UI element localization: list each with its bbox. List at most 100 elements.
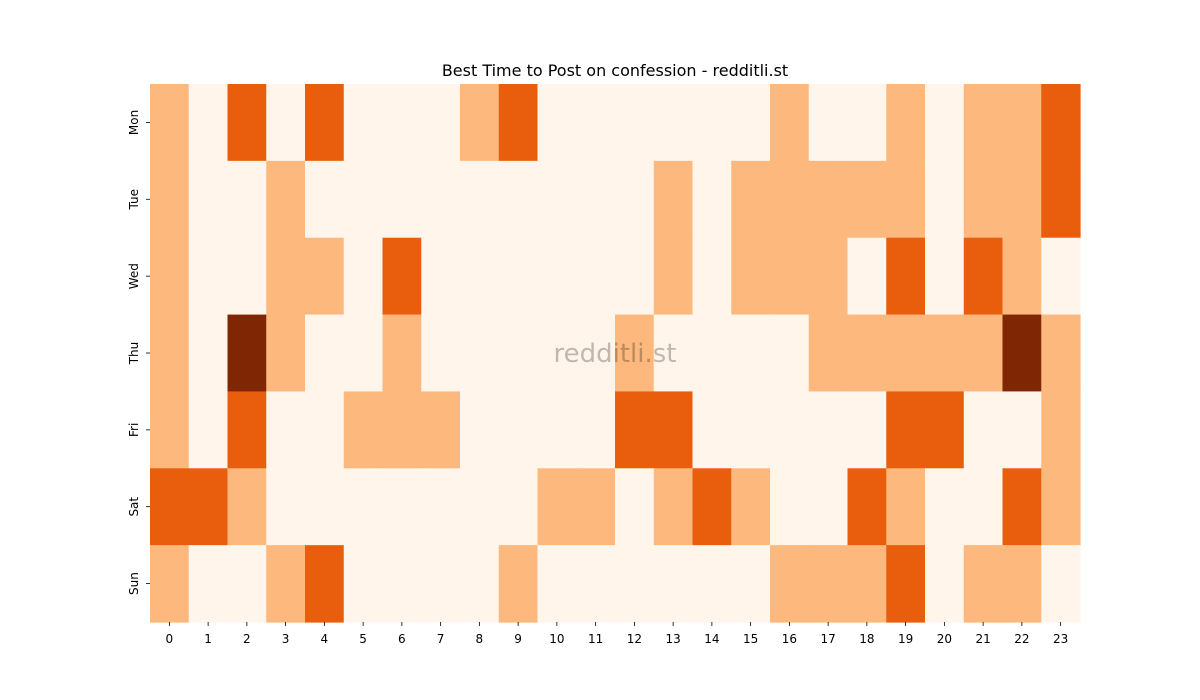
heatmap-cell-tue-13 — [653, 160, 694, 239]
heatmap-cell-fri-20 — [925, 391, 965, 469]
x-tick-label: 10 — [549, 632, 564, 646]
heatmap-cell-mon-9 — [498, 84, 539, 162]
heatmap-cell-tue-16 — [770, 160, 810, 239]
heatmap-cell-tue-5 — [343, 160, 384, 239]
heatmap-cell-sat-13 — [653, 468, 694, 546]
heatmap-cell-mon-8 — [460, 84, 500, 162]
heatmap-cell-wed-11 — [576, 237, 616, 316]
heatmap-cell-thu-21 — [963, 314, 1004, 393]
heatmap-cell-tue-18 — [847, 160, 887, 239]
heatmap-cell-wed-10 — [537, 237, 577, 316]
x-tick-label: 23 — [1053, 632, 1068, 646]
heatmap-cell-thu-8 — [460, 314, 500, 393]
heatmap-cell-tue-9 — [498, 160, 539, 239]
heatmap-cell-sat-8 — [460, 468, 500, 546]
heatmap-cell-wed-15 — [731, 237, 771, 316]
heatmap-cell-sun-4 — [305, 545, 345, 623]
heatmap-cell-mon-17 — [808, 84, 849, 162]
heatmap-cell-tue-3 — [266, 160, 306, 239]
heatmap-cell-fri-3 — [266, 391, 306, 469]
heatmap-cell-thu-23 — [1041, 314, 1081, 393]
chart-title: Best Time to Post on confession - reddit… — [442, 61, 788, 80]
heatmap-cell-wed-14 — [692, 237, 732, 316]
heatmap-cell-sun-16 — [770, 545, 810, 623]
heatmap-cell-mon-0 — [150, 84, 190, 162]
x-tick-label: 20 — [937, 632, 952, 646]
heatmap-cell-sat-12 — [615, 468, 655, 546]
heatmap-cell-mon-18 — [847, 84, 887, 162]
heatmap-cell-tue-15 — [731, 160, 771, 239]
heatmap-cell-wed-21 — [963, 237, 1004, 316]
heatmap-cell-tue-14 — [692, 160, 732, 239]
heatmap-cell-thu-11 — [576, 314, 616, 393]
heatmap-cell-tue-10 — [537, 160, 577, 239]
heatmap-cell-sun-2 — [227, 545, 267, 623]
heatmap-cell-wed-13 — [653, 237, 694, 316]
heatmap-cell-wed-19 — [886, 237, 926, 316]
heatmap-cell-sun-6 — [382, 545, 422, 623]
heatmap-cell-fri-0 — [150, 391, 190, 469]
heatmap-cell-mon-3 — [266, 84, 306, 162]
y-tick-label: Fri — [127, 423, 141, 437]
heatmap-cell-sun-21 — [963, 545, 1004, 623]
heatmap-cell-tue-11 — [576, 160, 616, 239]
heatmap-cell-mon-2 — [227, 84, 267, 162]
heatmap-cell-mon-11 — [576, 84, 616, 162]
x-tick-label: 12 — [627, 632, 642, 646]
heatmap-cell-fri-15 — [731, 391, 771, 469]
heatmap-cell-fri-8 — [460, 391, 500, 469]
heatmap-cell-tue-22 — [1002, 160, 1042, 239]
x-tick-label: 7 — [437, 632, 445, 646]
heatmap-cell-sat-15 — [731, 468, 771, 546]
heatmap-cell-wed-4 — [305, 237, 345, 316]
heatmap-cell-sun-18 — [847, 545, 887, 623]
heatmap-cell-tue-23 — [1041, 160, 1081, 239]
heatmap-cell-sun-23 — [1041, 545, 1081, 623]
heatmap-cell-thu-9 — [498, 314, 539, 393]
x-axis: 0 1 2 3 4 5 6 7 8 9 10 11 12 13 14 15 16 17 18 19 20 21 22 23 — [166, 622, 1068, 646]
x-tick-label: 16 — [782, 632, 797, 646]
heatmap-cell-mon-21 — [963, 84, 1004, 162]
heatmap-cell-sat-10 — [537, 468, 577, 546]
heatmap-cell-wed-17 — [808, 237, 849, 316]
y-axis: Mon Tue Wed Thu Fri Sat Sun — [127, 110, 150, 595]
heatmap-cell-mon-12 — [615, 84, 655, 162]
heatmap-cell-mon-1 — [188, 84, 229, 162]
heatmap-cell-sat-17 — [808, 468, 849, 546]
heatmap-cell-sun-17 — [808, 545, 849, 623]
heatmap-cell-fri-13 — [653, 391, 694, 469]
heatmap-cell-tue-6 — [382, 160, 422, 239]
heatmap-cell-thu-3 — [266, 314, 306, 393]
x-tick-label: 9 — [514, 632, 522, 646]
heatmap-cell-wed-12 — [615, 237, 655, 316]
heatmap-cell-sat-9 — [498, 468, 539, 546]
heatmap-cell-thu-4 — [305, 314, 345, 393]
x-tick-label: 11 — [588, 632, 603, 646]
heatmap-cell-sun-7 — [421, 545, 461, 623]
heatmap-cell-sun-14 — [692, 545, 732, 623]
y-tick-label: Sat — [127, 497, 141, 517]
heatmap-cell-tue-12 — [615, 160, 655, 239]
heatmap-cell-fri-4 — [305, 391, 345, 469]
x-tick-label: 8 — [476, 632, 484, 646]
heatmap-cell-fri-16 — [770, 391, 810, 469]
heatmap-cell-sat-14 — [692, 468, 732, 546]
heatmap-cell-mon-6 — [382, 84, 422, 162]
heatmap-cell-thu-7 — [421, 314, 461, 393]
heatmap-cell-thu-0 — [150, 314, 190, 393]
heatmap-cell-thu-19 — [886, 314, 926, 393]
heatmap-cell-thu-6 — [382, 314, 422, 393]
heatmap-cell-sun-13 — [653, 545, 694, 623]
x-tick-label: 19 — [898, 632, 913, 646]
heatmap-cell-thu-2 — [227, 314, 267, 393]
heatmap-cell-mon-4 — [305, 84, 345, 162]
heatmap-cell-sat-20 — [925, 468, 965, 546]
heatmap-cell-wed-8 — [460, 237, 500, 316]
heatmap-cells — [150, 84, 1081, 623]
heatmap-cell-fri-18 — [847, 391, 887, 469]
heatmap-cell-mon-15 — [731, 84, 771, 162]
heatmap-cell-fri-22 — [1002, 391, 1042, 469]
x-tick-label: 14 — [704, 632, 719, 646]
heatmap-cell-fri-6 — [382, 391, 422, 469]
x-tick-label: 5 — [359, 632, 367, 646]
